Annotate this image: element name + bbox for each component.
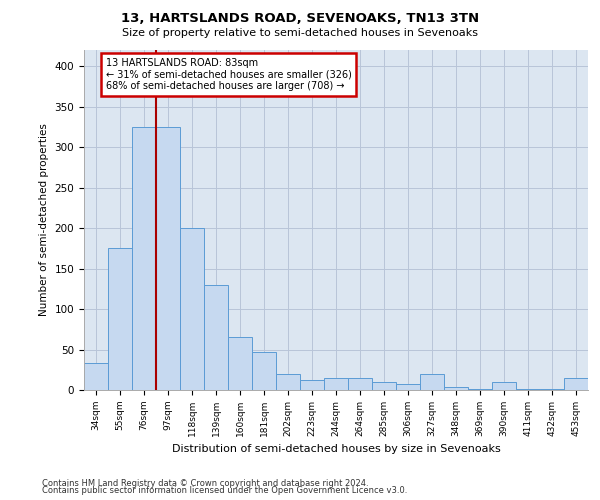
Bar <box>300 380 324 390</box>
Text: 13 HARTSLANDS ROAD: 83sqm
← 31% of semi-detached houses are smaller (326)
68% of: 13 HARTSLANDS ROAD: 83sqm ← 31% of semi-… <box>106 58 352 92</box>
Bar <box>516 389 540 390</box>
Bar <box>252 352 276 390</box>
Text: Size of property relative to semi-detached houses in Sevenoaks: Size of property relative to semi-detach… <box>122 28 478 38</box>
Bar <box>372 382 396 390</box>
Bar <box>156 127 180 390</box>
Y-axis label: Number of semi-detached properties: Number of semi-detached properties <box>39 124 49 316</box>
Text: 13, HARTSLANDS ROAD, SEVENOAKS, TN13 3TN: 13, HARTSLANDS ROAD, SEVENOAKS, TN13 3TN <box>121 12 479 26</box>
Bar <box>348 378 372 390</box>
Bar <box>420 374 444 390</box>
Text: Contains HM Land Registry data © Crown copyright and database right 2024.: Contains HM Land Registry data © Crown c… <box>42 478 368 488</box>
X-axis label: Distribution of semi-detached houses by size in Sevenoaks: Distribution of semi-detached houses by … <box>172 444 500 454</box>
Bar <box>324 378 348 390</box>
Bar <box>564 378 588 390</box>
Bar <box>108 248 132 390</box>
Bar <box>444 387 468 390</box>
Bar <box>396 384 420 390</box>
Bar <box>540 389 564 390</box>
Bar <box>228 338 252 390</box>
Bar <box>492 382 516 390</box>
Bar <box>276 374 300 390</box>
Bar <box>180 228 204 390</box>
Text: Contains public sector information licensed under the Open Government Licence v3: Contains public sector information licen… <box>42 486 407 495</box>
Bar <box>468 389 492 390</box>
Bar <box>204 285 228 390</box>
Bar <box>84 364 108 390</box>
Bar <box>132 127 156 390</box>
